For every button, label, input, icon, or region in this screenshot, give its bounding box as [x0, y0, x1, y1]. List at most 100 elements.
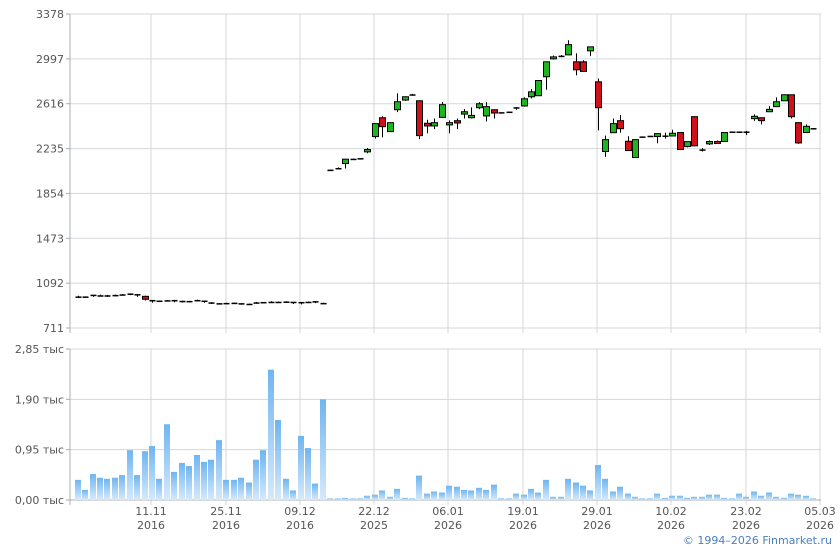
volume-bar [372, 494, 378, 500]
volume-bar [253, 459, 259, 500]
candle-doji [231, 302, 238, 305]
volume-bar [439, 492, 445, 500]
candle-down [142, 295, 149, 300]
volume-bar [409, 498, 415, 500]
candle-up [669, 132, 676, 137]
candle-doji [149, 299, 156, 302]
volume-bar [602, 478, 608, 500]
x-tick-date: 25.11 [210, 505, 242, 518]
candle-doji [662, 135, 669, 137]
volume-bar [283, 478, 289, 500]
volume-bar [379, 490, 385, 500]
candle-down [788, 94, 795, 118]
volume-bar [781, 497, 787, 500]
volume-bar [454, 486, 460, 500]
candle-doji [810, 128, 817, 130]
volume-bar [119, 475, 125, 500]
candle-doji [558, 55, 565, 58]
volume-bar [186, 466, 192, 500]
candle-doji [305, 301, 312, 304]
volume-bar [350, 498, 356, 500]
volume-bar [112, 477, 118, 500]
candle-up [364, 149, 371, 153]
candle-doji [238, 303, 245, 305]
volume-bar [431, 491, 437, 500]
x-tick-date: 11.11 [135, 505, 167, 518]
volume-bar [550, 496, 556, 500]
candle-doji [201, 300, 208, 303]
volume-bar [803, 495, 809, 500]
volume-bar [402, 497, 408, 500]
volume-bar [595, 465, 601, 500]
candle-up [387, 122, 394, 133]
candle-doji [513, 107, 520, 109]
candle-up [602, 139, 609, 153]
volume-bar [179, 462, 185, 500]
candle-up [372, 123, 379, 138]
x-tick-date: 23.02 [730, 505, 762, 518]
volume-bar [90, 474, 96, 500]
volume-bar [394, 488, 400, 500]
candle-down [595, 81, 602, 109]
candle-up [431, 122, 438, 127]
volume-bar [565, 478, 571, 500]
volume-bar [684, 497, 690, 500]
candle-up [461, 111, 468, 115]
candle-down [758, 117, 765, 122]
candle-up [483, 106, 490, 117]
volume-bar [788, 493, 794, 500]
candle-up [684, 141, 691, 148]
volume-bar [82, 489, 88, 500]
volume-bar [246, 482, 252, 500]
candle-down [691, 116, 698, 147]
volume-bar [216, 440, 222, 500]
volume-bar [691, 496, 697, 500]
volume-bar [134, 475, 140, 500]
price-tick-label: 1854 [36, 187, 64, 200]
x-tick-year: 2026 [583, 519, 611, 532]
copyright[interactable]: © 1994–2026 Finmarket.ru [682, 534, 832, 547]
candle-doji [164, 300, 171, 302]
volume-bar [766, 492, 772, 500]
candle-doji [82, 296, 89, 298]
x-tick-date: 29.01 [581, 505, 613, 518]
volume-bar [617, 486, 623, 500]
volume-bar [528, 488, 534, 500]
candle-up [394, 101, 401, 111]
candle-doji [134, 294, 141, 296]
volume-bar [721, 497, 727, 500]
candle-doji [253, 302, 260, 304]
candle-down [677, 132, 684, 151]
volume-bar [260, 450, 266, 500]
volume-bar [743, 496, 749, 500]
candle-doji [639, 136, 646, 138]
volume-bar [149, 445, 155, 500]
volume-bar [290, 490, 296, 500]
price-tick-label: 711 [43, 322, 64, 335]
candle-doji [283, 301, 290, 303]
candle-up [439, 104, 446, 118]
volume-bar [298, 435, 304, 500]
candle-down [454, 120, 461, 124]
volume-bar [201, 461, 207, 500]
volume-bar [268, 369, 274, 500]
candle-up [587, 46, 594, 52]
x-tick-date: 22.12 [358, 505, 390, 518]
volume-bar [468, 490, 474, 500]
candle-up [528, 91, 535, 98]
volume-bar [729, 498, 735, 500]
candle-up [803, 125, 810, 134]
candle-doji [90, 294, 97, 297]
candle-down [714, 141, 721, 145]
candle-down [617, 120, 624, 130]
volume-bar [491, 484, 497, 500]
volume-bar [483, 489, 489, 500]
volume-bar [312, 483, 318, 500]
candle-doji [127, 293, 134, 295]
candle-down [580, 61, 587, 72]
volume-bar [513, 493, 519, 500]
candle-up [550, 56, 557, 60]
candle-doji [743, 131, 750, 133]
candle-up [721, 132, 728, 143]
